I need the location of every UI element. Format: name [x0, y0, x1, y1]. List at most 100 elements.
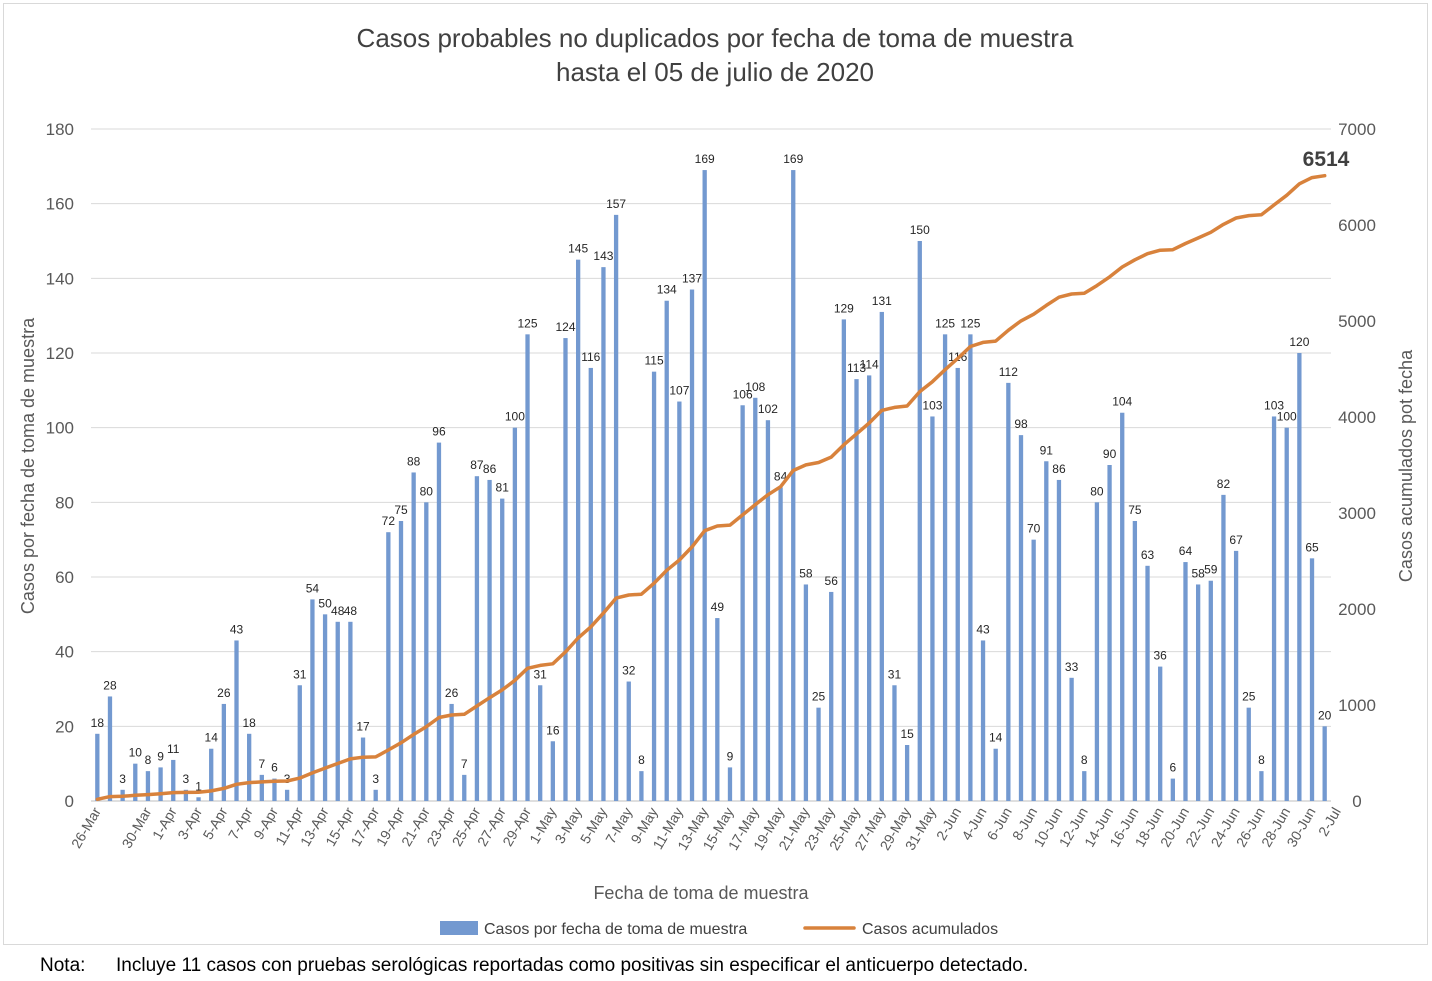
bar — [1056, 479, 1062, 801]
bar — [1195, 584, 1201, 801]
y-right-tick-label: 7000 — [1338, 120, 1376, 139]
bar-data-label: 8 — [1081, 753, 1088, 767]
bar-data-label: 134 — [657, 283, 677, 297]
bar — [284, 789, 290, 801]
bar-data-label: 75 — [394, 503, 408, 517]
y-right-tick-label: 2000 — [1338, 600, 1376, 619]
chart-frame — [3, 3, 1428, 945]
x-tick-label: 26-Mar — [68, 804, 104, 851]
bar-data-label: 7 — [461, 757, 468, 771]
bar-data-label: 18 — [242, 716, 256, 730]
y-axis-right: 0 1000 2000 3000 4000 5000 6000 7000 — [1338, 120, 1376, 811]
y-left-tick-label: 80 — [55, 493, 74, 512]
bar-data-label: 116 — [581, 350, 600, 364]
y-axis-right-title: Casos acumulados pot fecha — [1396, 349, 1416, 582]
bar-data-label: 103 — [1264, 398, 1284, 412]
bar-data-label: 11 — [167, 742, 180, 756]
bar — [1031, 539, 1036, 801]
bar-data-label: 91 — [1040, 443, 1054, 457]
bar — [1297, 353, 1302, 801]
bar-data-label: 8 — [1258, 753, 1265, 767]
y-right-tick-label: 0 — [1352, 792, 1361, 811]
bar-data-label: 137 — [682, 272, 702, 286]
bar-data-label: 8 — [638, 753, 645, 767]
bar — [158, 767, 163, 801]
bar — [968, 334, 973, 801]
bar-data-label: 129 — [834, 301, 854, 315]
bar — [563, 338, 568, 801]
bar-data-label: 8 — [145, 753, 152, 767]
bar-data-label: 14 — [989, 731, 1003, 745]
bar-data-label: 64 — [1179, 544, 1193, 558]
bar-data-label: 49 — [711, 600, 725, 614]
bar-data-label: 81 — [496, 481, 510, 495]
bar — [917, 241, 922, 801]
bar-data-label: 20 — [1318, 708, 1332, 722]
bar — [702, 170, 707, 802]
bar-data-label: 48 — [344, 604, 358, 618]
bar — [221, 703, 227, 801]
bar — [259, 774, 264, 801]
y-left-tick-label: 160 — [46, 195, 74, 214]
y-axis-left: 0 20 40 60 80 100 120 140 160 180 — [46, 120, 74, 811]
bar-data-label: 120 — [1289, 335, 1309, 349]
bar-data-label: 169 — [783, 152, 803, 166]
bar — [753, 397, 758, 801]
bar — [1107, 465, 1112, 801]
bar — [1322, 726, 1327, 801]
cumulative-line — [95, 173, 1327, 802]
bar-data-label: 58 — [1191, 566, 1205, 580]
bar-data-label: 169 — [695, 152, 715, 166]
bar — [1006, 382, 1011, 801]
bar — [1069, 677, 1074, 801]
footnote-text: Incluye 11 casos con pruebas serológicas… — [116, 955, 1029, 976]
bar — [398, 521, 404, 801]
bar — [247, 733, 252, 801]
bar-data-label: 107 — [669, 384, 689, 398]
bar-data-label: 28 — [103, 678, 117, 692]
bar — [677, 401, 682, 801]
bar-data-label: 100 — [1277, 410, 1297, 424]
bar — [525, 334, 530, 801]
bar — [373, 789, 378, 801]
bar — [95, 733, 100, 801]
bar — [550, 741, 555, 801]
x-tick-label: 30-Mar — [118, 804, 154, 851]
bar — [500, 498, 505, 801]
bar-data-label: 9 — [157, 749, 164, 763]
bar-data-label: 86 — [1052, 462, 1066, 476]
bar-data-label: 103 — [922, 398, 942, 412]
footnote: Nota: Incluye 11 casos con pruebas seroló… — [40, 955, 1028, 977]
x-tick-label: 2-Jul — [1315, 805, 1344, 839]
legend: Casos por fecha de toma de muestra Casos… — [440, 921, 998, 938]
bar — [1170, 778, 1175, 801]
bar-data-label: 72 — [382, 514, 396, 528]
bar — [411, 472, 416, 801]
y-left-tick-label: 60 — [55, 568, 74, 587]
bar — [993, 748, 998, 801]
bar-data-label: 1 — [195, 779, 202, 793]
bar-data-label: 88 — [407, 454, 421, 468]
y-right-tick-label: 6000 — [1338, 216, 1376, 235]
bar-data-label: 104 — [1112, 395, 1132, 409]
bar-data-label: 87 — [470, 458, 484, 472]
bar-data-label: 131 — [872, 294, 892, 308]
gridlines — [91, 128, 1331, 802]
bar — [854, 379, 859, 801]
bar-data-label: 125 — [935, 316, 955, 330]
bar-data-label: 16 — [546, 723, 560, 737]
x-tick-label: 2-Jun — [933, 805, 964, 843]
bar-data-label: 31 — [293, 667, 307, 681]
bar-data-label: 6 — [1169, 761, 1176, 775]
bar-data-label: 32 — [622, 664, 636, 678]
bar — [1271, 416, 1277, 801]
bar — [538, 685, 543, 801]
y-right-tick-label: 4000 — [1338, 408, 1376, 427]
bar-data-label: 100 — [505, 410, 525, 424]
bar-data-label: 7 — [258, 757, 265, 771]
bar — [1183, 562, 1188, 801]
bar-data-label: 26 — [445, 686, 459, 700]
y-right-tick-label: 3000 — [1338, 504, 1376, 523]
bar-data-label: 112 — [999, 365, 1018, 379]
